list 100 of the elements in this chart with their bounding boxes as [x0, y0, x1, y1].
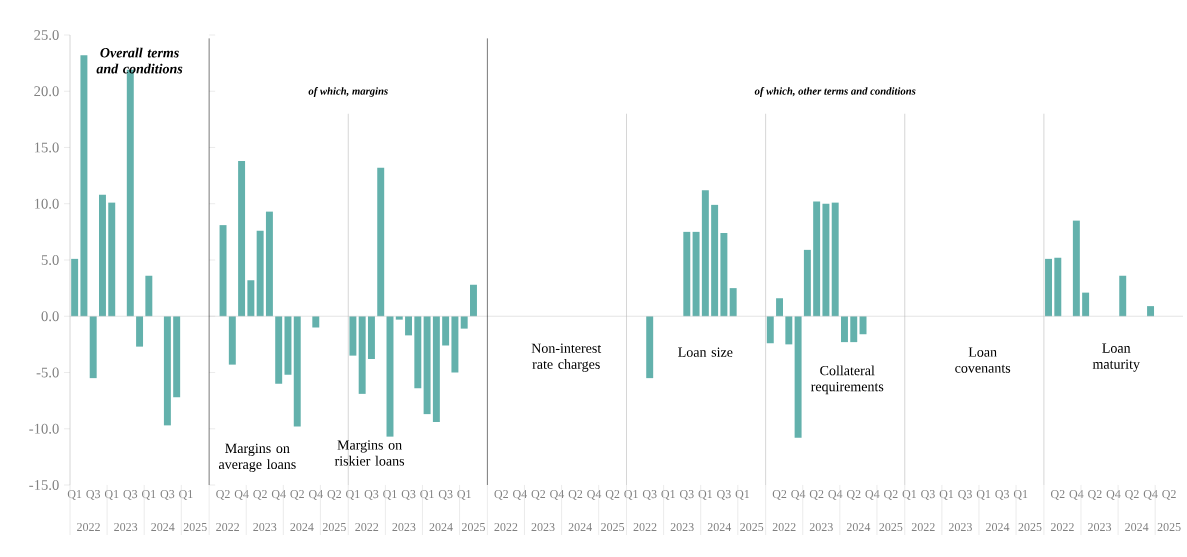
x-tick-label: Q4	[791, 490, 806, 500]
x-tick-label: Q3	[958, 490, 972, 500]
x-tick-label: Q2	[846, 490, 861, 500]
bar	[646, 316, 654, 379]
text: 2024	[429, 522, 453, 532]
text: Loan maturity	[1092, 343, 1140, 372]
bar	[803, 249, 811, 317]
x-tick-label: Q3	[679, 490, 694, 500]
text: 2023	[670, 522, 694, 532]
text: Loan size	[678, 347, 733, 357]
x-tick-label: Q3	[995, 490, 1010, 500]
text: 2023	[253, 522, 277, 532]
bar	[776, 298, 784, 317]
bar	[275, 316, 283, 384]
bar	[711, 204, 719, 317]
text: 2023	[809, 522, 833, 532]
bar	[1119, 275, 1127, 317]
bar	[720, 233, 728, 317]
text: 2024	[1125, 522, 1149, 532]
text: 2023	[392, 522, 416, 532]
x-tick-label: Q1	[457, 490, 471, 500]
text: 2025	[1157, 522, 1181, 532]
bar	[136, 316, 144, 347]
text: 2024	[151, 522, 175, 532]
x-tick-label: Q2	[1162, 490, 1176, 500]
y-tick-label: 10.0	[34, 198, 59, 209]
bar	[284, 316, 292, 375]
text: 2024	[846, 522, 871, 532]
bar	[831, 202, 839, 317]
text: Margins on riskier loans	[334, 440, 405, 466]
x-tick-label: Q4	[1106, 490, 1121, 500]
x-tick-label: Q2	[605, 490, 620, 500]
x-tick-label: Q2	[253, 490, 267, 500]
y-tick-label: -5.0	[36, 367, 59, 378]
bar	[785, 316, 793, 345]
text: Loan covenants	[955, 347, 1011, 373]
text: 2022	[77, 522, 100, 532]
y-tick-label: -10.0	[29, 423, 59, 434]
x-tick-label: Q3	[364, 490, 379, 500]
x-tick-label: Q1	[902, 490, 917, 500]
bar	[80, 55, 88, 317]
text: Non-interest rate charges	[531, 343, 602, 372]
x-tick-label: Q1	[1013, 490, 1028, 500]
x-tick-label: Q4	[865, 490, 880, 500]
bar	[766, 316, 774, 344]
bar	[247, 280, 255, 317]
text: 2024	[290, 522, 314, 532]
bar	[219, 225, 227, 317]
x-tick-label: Q1	[179, 490, 193, 500]
y-tick-label: 20.0	[34, 86, 59, 97]
text: 2024	[568, 522, 592, 532]
x-tick-label: Q3	[401, 490, 416, 500]
x-tick-label: Q4	[234, 490, 249, 500]
bar	[293, 316, 301, 427]
text: 2023	[948, 522, 972, 532]
text: 2023	[531, 522, 555, 532]
bar	[729, 288, 737, 317]
x-tick-label: Q1	[104, 490, 119, 500]
x-tick-label: Q1	[976, 490, 991, 500]
x-tick-label: Q2	[1088, 490, 1102, 500]
x-tick-label: Q4	[308, 490, 323, 500]
bar	[822, 203, 830, 317]
bar	[1147, 306, 1155, 317]
text: 2022	[494, 522, 518, 532]
x-tick-label: Q1	[698, 490, 712, 500]
bar	[265, 211, 273, 317]
bar	[98, 194, 106, 317]
text: 2022	[216, 522, 240, 532]
bar	[794, 316, 802, 438]
bar	[163, 316, 171, 426]
x-tick-label: Q4	[828, 490, 843, 500]
x-tick-label: Q4	[550, 490, 565, 500]
x-tick-label: Q1	[624, 490, 638, 500]
x-tick-label: Q2	[531, 490, 546, 500]
text: 2022	[911, 522, 935, 532]
x-tick-label: Q2	[1125, 490, 1139, 500]
x-tick-label: Q1	[346, 490, 360, 500]
bar	[238, 161, 246, 317]
x-tick-label: Q1	[939, 490, 954, 500]
x-tick-label: Q1	[420, 490, 434, 500]
bar	[1072, 220, 1080, 317]
bar	[108, 202, 116, 317]
bar	[256, 230, 264, 317]
x-tick-label: Q3	[438, 490, 453, 500]
x-tick-label: Q2	[772, 490, 787, 500]
bar	[850, 316, 858, 343]
x-tick-label: Q1	[383, 490, 397, 500]
text: 2022	[772, 522, 796, 532]
x-tick-label: Q4	[513, 490, 527, 500]
x-tick-label: Q3	[86, 490, 101, 500]
x-tick-label: Q2	[568, 490, 583, 500]
bar	[89, 316, 97, 379]
x-tick-label: Q3	[717, 490, 731, 500]
text: 2024	[707, 522, 732, 532]
bar	[71, 258, 79, 317]
x-tick-label: Q1	[735, 490, 750, 500]
bar	[312, 316, 320, 328]
x-tick-label: Q2	[494, 490, 508, 500]
x-tick-label: Q2	[290, 490, 304, 500]
bar	[228, 316, 236, 365]
